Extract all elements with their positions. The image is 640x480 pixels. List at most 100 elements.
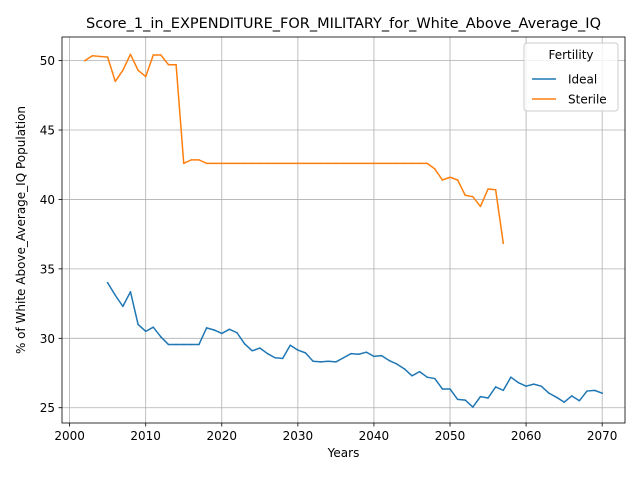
data-point-ideal bbox=[312, 360, 314, 362]
data-point-sterile bbox=[266, 162, 269, 165]
legend-label-sterile: Sterile bbox=[568, 93, 607, 107]
data-point-ideal bbox=[494, 386, 497, 388]
legend: Fertility Ideal Sterile bbox=[523, 42, 619, 112]
data-point-sterile bbox=[350, 162, 352, 165]
data-point-ideal bbox=[144, 330, 147, 333]
data-point-sterile bbox=[259, 162, 261, 165]
data-point-sterile bbox=[342, 162, 345, 165]
data-point-sterile bbox=[289, 162, 291, 165]
data-point-ideal bbox=[510, 376, 512, 378]
data-point-ideal bbox=[532, 383, 535, 385]
data-point-sterile bbox=[213, 162, 215, 165]
data-point-sterile bbox=[441, 179, 444, 181]
series-line-ideal bbox=[106, 281, 604, 408]
data-point-ideal bbox=[411, 375, 413, 377]
data-point-ideal bbox=[198, 343, 200, 346]
data-point-ideal bbox=[449, 388, 451, 390]
data-point-ideal bbox=[152, 326, 155, 328]
data-point-ideal bbox=[555, 396, 558, 399]
data-point-sterile bbox=[236, 162, 238, 165]
data-point-ideal bbox=[266, 352, 269, 355]
x-tick-label: 2050 bbox=[435, 429, 466, 443]
data-point-ideal bbox=[472, 406, 474, 408]
data-point-sterile bbox=[129, 53, 132, 56]
data-point-sterile bbox=[502, 242, 505, 244]
data-point-ideal bbox=[190, 343, 193, 346]
series-line-sterile bbox=[83, 53, 505, 245]
legend-items: Ideal Sterile bbox=[532, 73, 607, 107]
data-point-sterile bbox=[472, 195, 474, 198]
y-tick-label: 50 bbox=[40, 54, 55, 68]
x-tick-label: 2010 bbox=[130, 429, 161, 443]
data-point-sterile bbox=[99, 55, 101, 58]
data-point-ideal bbox=[487, 397, 489, 399]
data-point-ideal bbox=[563, 401, 565, 403]
data-point-ideal bbox=[327, 360, 330, 362]
data-point-ideal bbox=[380, 354, 383, 357]
data-point-ideal bbox=[167, 343, 170, 346]
data-point-ideal bbox=[319, 361, 322, 363]
data-point-ideal bbox=[464, 399, 466, 401]
data-point-ideal bbox=[106, 282, 109, 284]
data-point-ideal bbox=[137, 323, 139, 326]
data-point-ideal bbox=[160, 336, 162, 338]
data-point-sterile bbox=[357, 162, 360, 165]
data-point-sterile bbox=[137, 69, 139, 72]
data-point-sterile bbox=[479, 205, 482, 208]
x-axis-label: Years bbox=[327, 446, 360, 460]
data-point-ideal bbox=[175, 343, 177, 346]
data-point-sterile bbox=[396, 162, 398, 165]
data-point-ideal bbox=[122, 305, 124, 308]
data-point-sterile bbox=[388, 162, 390, 165]
y-tick-label: 45 bbox=[40, 124, 55, 138]
data-point-sterile bbox=[221, 162, 223, 165]
data-point-ideal bbox=[365, 351, 368, 353]
data-point-ideal bbox=[388, 359, 390, 362]
data-point-ideal bbox=[228, 328, 231, 331]
data-point-ideal bbox=[297, 349, 299, 351]
series-lines bbox=[83, 53, 604, 408]
data-point-ideal bbox=[342, 356, 345, 359]
plot-frame bbox=[61, 36, 626, 424]
data-point-ideal bbox=[403, 368, 406, 370]
data-point-ideal bbox=[426, 376, 428, 378]
data-point-ideal bbox=[274, 356, 276, 359]
y-tick-label: 35 bbox=[40, 262, 55, 276]
data-point-sterile bbox=[434, 168, 436, 170]
data-point-ideal bbox=[182, 343, 185, 346]
data-point-sterile bbox=[373, 162, 375, 165]
data-point-sterile bbox=[228, 162, 231, 165]
axis-ticks: 2000 2010 2020 2030 2040 2050 2060 2070 25 30 35 40… bbox=[40, 54, 618, 443]
data-point-sterile bbox=[251, 162, 253, 165]
data-point-sterile bbox=[152, 54, 155, 56]
data-point-sterile bbox=[487, 188, 489, 190]
data-point-ideal bbox=[236, 331, 238, 334]
data-point-sterile bbox=[365, 162, 368, 165]
x-tick-label: 2070 bbox=[587, 429, 618, 443]
data-point-sterile bbox=[243, 162, 246, 165]
data-point-sterile bbox=[175, 64, 177, 66]
data-point-ideal bbox=[221, 332, 223, 335]
data-point-ideal bbox=[479, 395, 482, 398]
data-point-ideal bbox=[586, 390, 588, 392]
x-tick-label: 2060 bbox=[511, 429, 542, 443]
data-point-ideal bbox=[259, 347, 261, 349]
data-point-ideal bbox=[114, 294, 117, 297]
data-point-sterile bbox=[403, 162, 406, 165]
data-point-ideal bbox=[373, 355, 375, 358]
data-point-sterile bbox=[335, 162, 337, 165]
y-axis-label: % of White Above_Average_IQ Population bbox=[14, 106, 28, 354]
data-point-ideal bbox=[304, 352, 307, 354]
data-point-ideal bbox=[525, 385, 527, 387]
y-tick-label: 40 bbox=[40, 193, 55, 207]
data-point-sterile bbox=[464, 194, 466, 197]
data-point-ideal bbox=[578, 400, 581, 402]
data-point-ideal bbox=[456, 398, 459, 401]
data-point-sterile bbox=[456, 179, 459, 181]
data-point-sterile bbox=[205, 162, 208, 165]
data-point-sterile bbox=[167, 64, 170, 66]
data-point-ideal bbox=[350, 352, 352, 355]
data-point-sterile bbox=[84, 59, 86, 62]
legend-label-ideal: Ideal bbox=[568, 73, 597, 87]
